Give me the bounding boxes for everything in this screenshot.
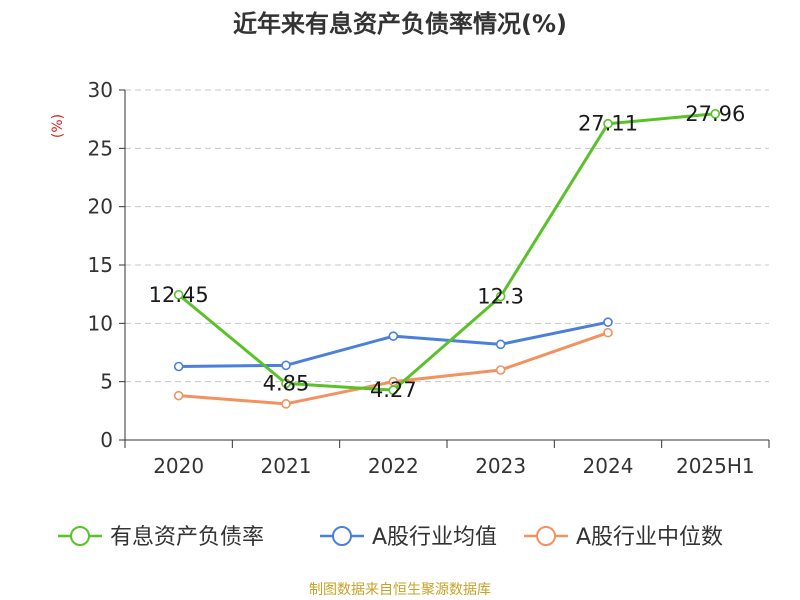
y-tick-label: 5	[100, 370, 113, 394]
legend-label: A股行业均值	[372, 525, 497, 550]
data-point	[173, 361, 184, 372]
y-tick-label: 10	[88, 311, 113, 335]
x-tick-labels: 2020 2021 2022 2023 2024 2025H1	[153, 454, 754, 478]
x-tick-label: 2023	[475, 454, 526, 478]
legend-item[interactable]: 有息资产负债率	[58, 525, 264, 550]
x-tick-label: 2020	[153, 454, 204, 478]
data-point	[495, 365, 506, 375]
legend-label: 有息资产负债率	[110, 525, 264, 550]
data-point	[388, 331, 399, 341]
data-point	[281, 399, 291, 409]
series-line	[177, 112, 716, 392]
legend-item[interactable]: A股行业中位数	[524, 525, 723, 550]
x-tick-label: 2022	[368, 454, 419, 478]
data-point	[281, 378, 291, 389]
data-point	[388, 385, 399, 395]
y-tick-label: 15	[88, 253, 113, 277]
y-tick-label: 0	[100, 428, 113, 452]
data-label: 4.85	[263, 371, 310, 395]
x-tick-label: 2024	[583, 454, 634, 478]
legend-item[interactable]: A股行业均值	[320, 525, 497, 550]
legend-marker	[332, 526, 352, 546]
source-note: 制图数据来自恒生聚源数据库	[309, 582, 491, 598]
data-point	[173, 289, 184, 300]
data-label: 27.96	[685, 102, 745, 126]
data-point	[173, 390, 184, 401]
y-tick-label: 25	[88, 136, 113, 160]
y-tick-labels: 0 5 10 15 20 25 30	[88, 78, 113, 452]
data-label: 4.27	[370, 378, 417, 402]
data-point	[710, 109, 721, 119]
series-1	[173, 109, 721, 395]
x-tick-label: 2025H1	[676, 454, 755, 478]
legend-marker	[536, 526, 556, 546]
data-point	[495, 291, 506, 302]
x-tick-label: 2021	[261, 454, 312, 478]
data-label: 12.45	[149, 283, 209, 307]
data-label: 12.3	[477, 285, 524, 309]
grid-lines	[125, 89, 769, 383]
data-point	[495, 339, 506, 350]
data-point	[603, 317, 613, 327]
series-3	[173, 327, 613, 409]
data-point	[603, 118, 613, 129]
axes	[119, 89, 770, 448]
data-labels: 12.45 4.85 4.27 12.3 27.11 27.96	[149, 102, 746, 402]
series-lines	[173, 109, 721, 409]
y-axis-label: (%)	[50, 114, 66, 138]
legend-marker	[70, 526, 90, 546]
y-tick-label: 30	[88, 78, 113, 102]
series-2	[173, 317, 613, 372]
data-label: 27.11	[578, 112, 638, 136]
data-point	[603, 327, 613, 338]
series-line	[178, 320, 609, 368]
legend: 有息资产负债率 A股行业均值 A股行业中位数	[58, 525, 723, 550]
data-point	[281, 360, 291, 371]
legend-label: A股行业中位数	[576, 525, 723, 550]
chart-title: 近年来有息资产负债率情况(%)	[233, 10, 567, 38]
y-tick-label: 20	[88, 195, 113, 219]
